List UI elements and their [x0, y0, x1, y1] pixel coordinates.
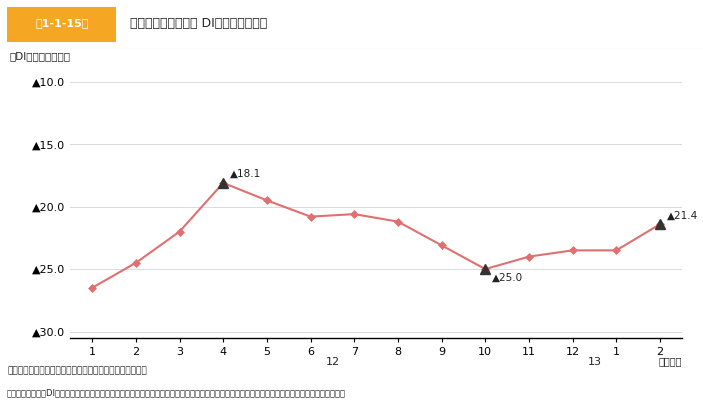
Text: 13: 13	[588, 357, 602, 367]
Text: （注）　資金繰りDIは、前年同月に比べて、資金繰りが「好転」と答えた企業の割合（％）から、「悪化」と答えた企業の割合（％）を引いたもの。: （注） 資金繰りDIは、前年同月に比べて、資金繰りが「好転」と答えた企業の割合（…	[7, 389, 346, 398]
Text: 12: 12	[325, 357, 340, 367]
Text: 資料：全国中小企業団体中央会「中小企業月次景況調査」: 資料：全国中小企業団体中央会「中小企業月次景況調査」	[7, 366, 147, 375]
Text: ▲18.1: ▲18.1	[230, 169, 261, 179]
Text: 中小企業の資金繰り DIの推移（月次）: 中小企業の資金繰り DIの推移（月次）	[130, 17, 267, 30]
Text: ▲25.0: ▲25.0	[492, 273, 523, 283]
Text: 第1-1-15図: 第1-1-15図	[35, 18, 89, 28]
Text: （DI、前年同月比）: （DI、前年同月比）	[9, 51, 70, 61]
Text: ▲21.4: ▲21.4	[666, 210, 698, 220]
Text: （年月）: （年月）	[659, 357, 682, 367]
FancyBboxPatch shape	[7, 7, 116, 42]
